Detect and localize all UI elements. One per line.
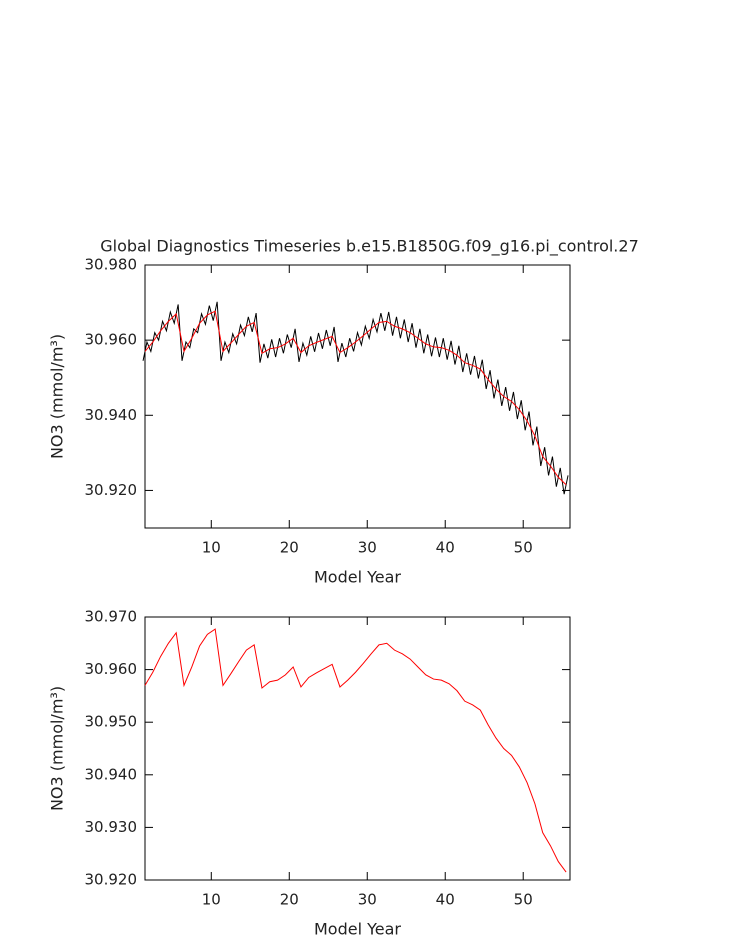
data-line [142, 301, 569, 495]
x-tick-label: 50 [514, 539, 533, 557]
y-tick-label: 30.950 [85, 713, 138, 731]
y-tick-label: 30.940 [85, 765, 138, 783]
y-tick-label: 30.940 [85, 406, 138, 424]
y-axis-label: NO3 (mmol/m³) [48, 686, 67, 811]
y-tick-label: 30.960 [85, 660, 138, 678]
x-tick-label: 10 [202, 539, 221, 557]
y-tick-label: 30.920 [85, 871, 138, 889]
y-tick-label: 30.980 [85, 256, 138, 274]
x-tick-label: 20 [280, 891, 299, 909]
x-tick-label: 50 [514, 891, 533, 909]
x-tick-label: 30 [358, 539, 377, 557]
y-tick-label: 30.970 [85, 608, 138, 626]
plot-frame [144, 616, 571, 881]
x-tick-label: 20 [280, 539, 299, 557]
x-axis-label: Model Year [314, 920, 401, 939]
y-axis-label: NO3 (mmol/m³) [48, 334, 67, 459]
x-tick-label: 40 [436, 539, 455, 557]
data-line [144, 310, 567, 486]
plot-frame [144, 264, 571, 529]
x-tick-label: 10 [202, 891, 221, 909]
y-tick-label: 30.930 [85, 818, 138, 836]
data-line [144, 628, 567, 873]
y-tick-label: 30.960 [85, 331, 138, 349]
x-axis-label: Model Year [314, 568, 401, 587]
chart-title: Global Diagnostics Timeseries b.e15.B185… [100, 237, 639, 257]
x-tick-label: 30 [358, 891, 377, 909]
y-tick-label: 30.920 [85, 481, 138, 499]
x-tick-label: 40 [436, 891, 455, 909]
